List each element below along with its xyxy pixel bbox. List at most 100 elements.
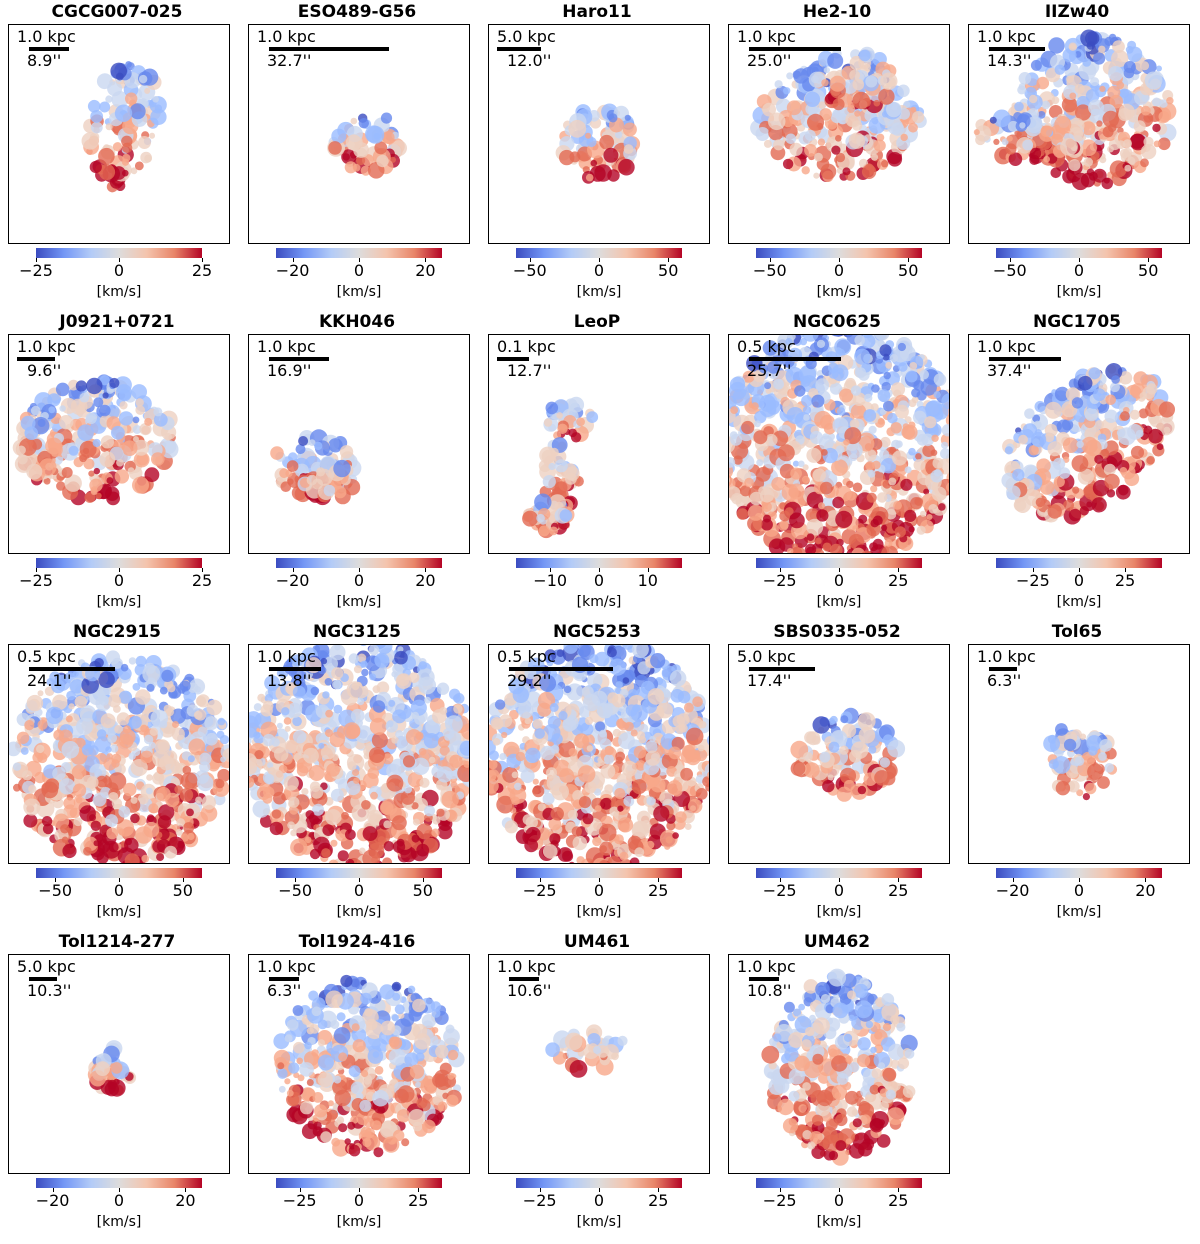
velocity-pixel-cluster [1157, 137, 1171, 151]
velocity-pixel-cluster [135, 405, 145, 415]
velocity-pixel-cluster [822, 433, 829, 440]
velocity-pixel-cluster [864, 393, 873, 403]
velocity-pixel-cluster [777, 444, 795, 462]
velocity-pixel-cluster [889, 354, 899, 363]
velocity-field [327, 112, 407, 179]
velocity-pixel-cluster [736, 508, 749, 520]
velocity-pixel-cluster [81, 132, 99, 150]
velocity-pixel-cluster [829, 75, 846, 92]
velocity-pixel-cluster [453, 704, 463, 714]
velocity-pixel-cluster [872, 538, 884, 550]
velocity-pixel-cluster [331, 667, 344, 680]
emission-region [729, 335, 949, 553]
velocity-pixel-cluster [48, 406, 56, 414]
velocity-pixel-cluster [883, 371, 891, 380]
velocity-pixel-cluster [142, 665, 161, 683]
velocity-pixel-cluster [783, 87, 791, 95]
colorbar [276, 558, 442, 568]
velocity-pixel-cluster [920, 379, 937, 396]
colorbar-tick [422, 878, 424, 882]
velocity-pixel-cluster [933, 373, 947, 386]
velocity-pixel-cluster [135, 826, 153, 844]
velocity-pixel-cluster [217, 717, 226, 726]
colorbar-tick-label: 0 [113, 571, 125, 590]
velocity-pixel-cluster [1071, 455, 1089, 472]
velocity-pixel-cluster [330, 788, 344, 802]
velocity-pixel-cluster [594, 788, 602, 796]
velocity-pixel-cluster [802, 335, 819, 342]
velocity-pixel-cluster [768, 538, 786, 553]
velocity-pixel-cluster [298, 436, 309, 446]
velocity-pixel-cluster [26, 463, 43, 480]
velocity-pixel-cluster [159, 686, 168, 695]
colorbar-tick-label: −50 [512, 261, 547, 280]
velocity-pixel-cluster [385, 720, 398, 733]
velocity-pixel-cluster [380, 112, 393, 124]
velocity-pixel-cluster [589, 654, 599, 664]
velocity-pixel-cluster [414, 797, 428, 812]
velocity-pixel-cluster [326, 763, 340, 777]
velocity-pixel-cluster [946, 482, 949, 492]
velocity-pixel-cluster [152, 772, 165, 785]
velocity-pixel-cluster [802, 405, 812, 415]
velocity-pixel-cluster [740, 485, 751, 497]
velocity-pixel-cluster [1073, 130, 1085, 142]
velocity-pixel-cluster [111, 753, 122, 764]
velocity-pixel-cluster [1030, 147, 1042, 159]
colorbar-tick-label: 25 [888, 571, 909, 590]
velocity-pixel-cluster [55, 382, 70, 397]
velocity-pixel-cluster [428, 756, 436, 764]
emission-region [555, 103, 641, 184]
velocity-pixel-cluster [118, 805, 131, 818]
colorbar-tick-label: −25 [522, 881, 557, 900]
velocity-pixel-cluster [792, 460, 800, 467]
scale-bar [29, 667, 115, 671]
velocity-pixel-cluster [815, 378, 830, 393]
velocity-pixel-cluster [574, 733, 590, 749]
velocity-pixel-cluster [820, 163, 837, 180]
velocity-pixel-cluster [880, 72, 898, 90]
velocity-pixel-cluster [1152, 97, 1161, 107]
velocity-pixel-cluster [603, 147, 619, 163]
velocity-pixel-cluster [548, 494, 567, 512]
velocity-pixel-cluster [543, 418, 553, 427]
velocity-pixel-cluster [912, 111, 925, 124]
velocity-pixel-cluster [925, 400, 941, 417]
velocity-pixel-cluster [390, 758, 406, 775]
velocity-pixel-cluster [525, 826, 541, 843]
colorbar [276, 248, 442, 258]
velocity-pixel-cluster [559, 149, 575, 166]
velocity-pixel-cluster [820, 414, 835, 430]
panel-title: ESO489-G56 [297, 2, 417, 22]
velocity-pixel-cluster [58, 778, 76, 795]
velocity-pixel-cluster [111, 425, 125, 440]
velocity-pixel-cluster [1004, 446, 1013, 455]
velocity-pixel-cluster [730, 442, 749, 460]
velocity-pixel-cluster [188, 738, 206, 756]
velocity-pixel-cluster [806, 533, 815, 541]
velocity-pixel-cluster [859, 49, 871, 62]
velocity-pixel-cluster [586, 136, 597, 148]
velocity-pixel-cluster [293, 730, 307, 744]
velocity-pixel-cluster [121, 135, 133, 148]
velocity-pixel-cluster [760, 488, 774, 503]
velocity-pixel-cluster [945, 414, 949, 427]
velocity-pixel-cluster [1156, 65, 1162, 72]
velocity-pixel-cluster [754, 420, 761, 428]
velocity-pixel-cluster [395, 673, 412, 689]
velocity-pixel-cluster [51, 679, 66, 694]
velocity-pixel-cluster [1094, 454, 1104, 464]
velocity-field [81, 61, 167, 193]
velocity-pixel-cluster [1035, 497, 1046, 508]
velocity-pixel-cluster [362, 154, 374, 167]
scale-arcsec-label: 12.7'' [507, 361, 552, 380]
velocity-pixel-cluster [851, 547, 866, 553]
velocity-pixel-cluster [1123, 67, 1135, 79]
velocity-pixel-cluster [1008, 152, 1023, 166]
velocity-pixel-cluster [1146, 455, 1156, 465]
velocity-pixel-cluster [496, 795, 515, 814]
velocity-panel: ESO489-G56 1.0 kpc 32.7'' −20 0 20 [km/s] [242, 2, 472, 304]
velocity-pixel-cluster [586, 672, 603, 689]
velocity-pixel-cluster [647, 688, 665, 705]
velocity-pixel-cluster [64, 474, 82, 492]
